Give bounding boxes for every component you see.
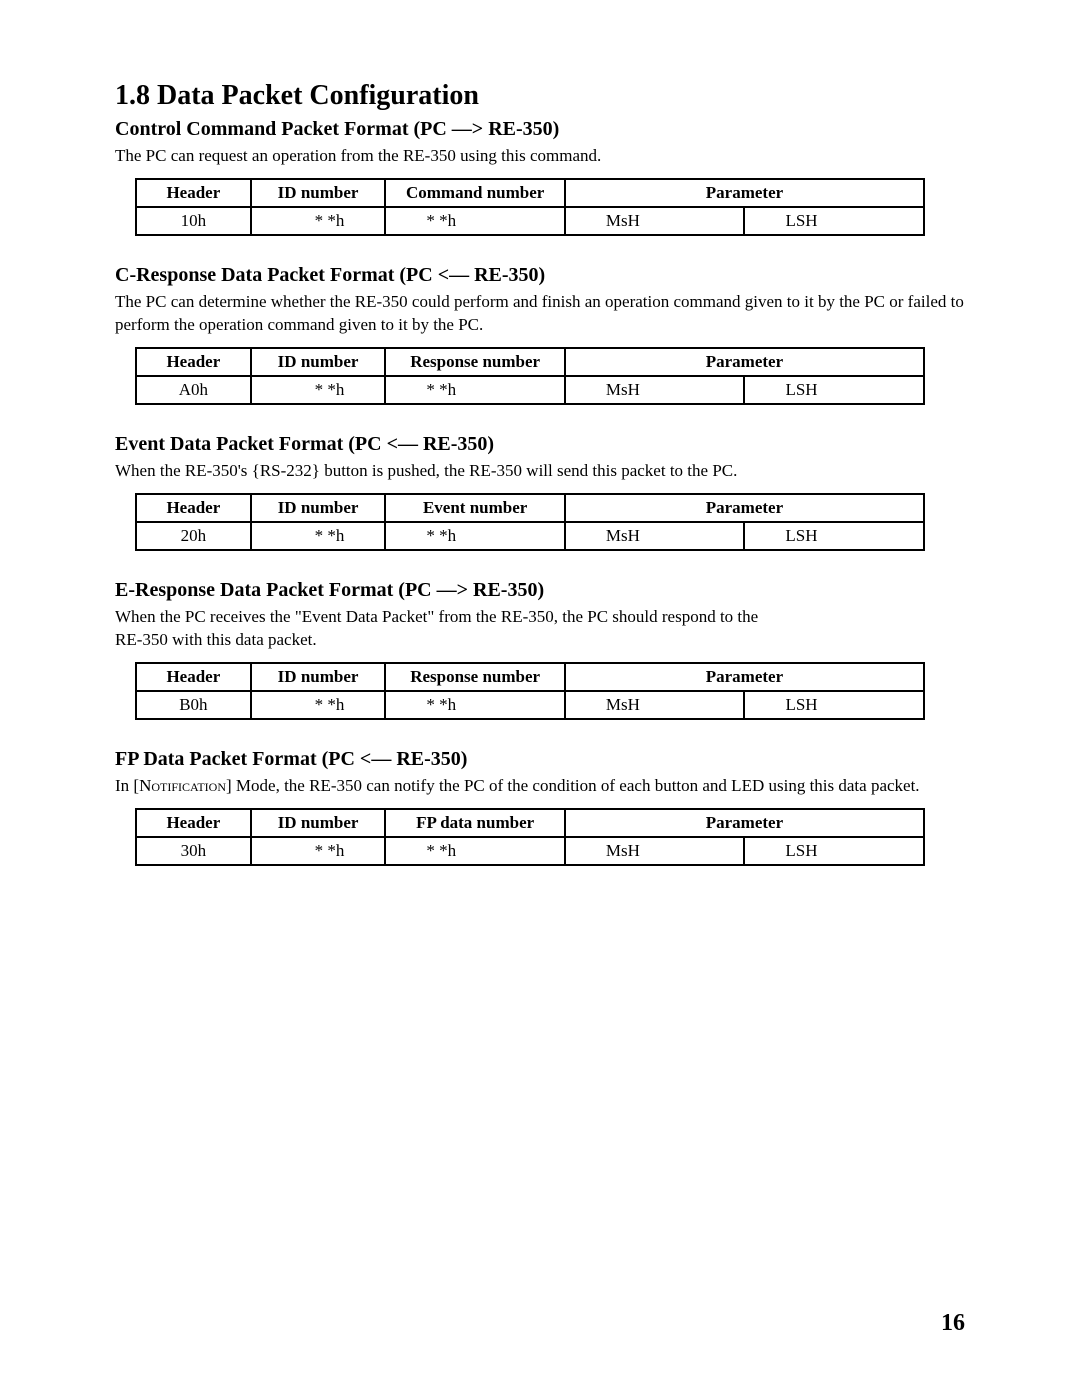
page-title: 1.8 Data Packet Configuration <box>115 80 965 112</box>
packet-table: Header ID number Event number Parameter … <box>135 493 925 551</box>
table-row: A0h * *h * *h MsH LSH <box>136 376 924 404</box>
td-id: * *h <box>251 837 386 865</box>
th-header: Header <box>136 809 251 837</box>
subsection-c-response: C-Response Data Packet Format (PC <— RE-… <box>115 264 965 405</box>
th-num: Response number <box>385 348 565 376</box>
th-id: ID number <box>251 179 386 207</box>
table-header-row: Header ID number FP data number Paramete… <box>136 809 924 837</box>
td-header: 10h <box>136 207 251 235</box>
th-id: ID number <box>251 494 386 522</box>
td-msh: MsH <box>565 837 745 865</box>
td-num: * *h <box>385 837 564 865</box>
subsection-title: E-Response Data Packet Format (PC —> RE-… <box>115 579 965 602</box>
subsection-event-data: Event Data Packet Format (PC <— RE-350) … <box>115 433 965 551</box>
packet-table: Header ID number Response number Paramet… <box>135 347 925 405</box>
subsection-control-command: Control Command Packet Format (PC —> RE-… <box>115 118 965 236</box>
td-lsh: LSH <box>744 522 924 550</box>
subsection-e-response: E-Response Data Packet Format (PC —> RE-… <box>115 579 965 720</box>
td-num: * *h <box>385 376 565 404</box>
table-header-row: Header ID number Command number Paramete… <box>136 179 924 207</box>
th-param: Parameter <box>565 348 924 376</box>
td-msh: MsH <box>565 207 745 235</box>
td-header: 30h <box>136 837 251 865</box>
th-id: ID number <box>251 348 386 376</box>
th-id: ID number <box>251 809 386 837</box>
th-num: Event number <box>385 494 564 522</box>
table-row: 10h * *h * *h MsH LSH <box>136 207 924 235</box>
table-row: B0h * *h * *h MsH LSH <box>136 691 924 719</box>
td-num: * *h <box>385 691 565 719</box>
td-lsh: LSH <box>744 207 924 235</box>
packet-table: Header ID number Command number Paramete… <box>135 178 925 236</box>
td-id: * *h <box>251 207 386 235</box>
table-header-row: Header ID number Response number Paramet… <box>136 348 924 376</box>
td-id: * *h <box>251 691 386 719</box>
table-row: 20h * *h * *h MsH LSH <box>136 522 924 550</box>
th-num: Response number <box>385 663 565 691</box>
td-id: * *h <box>251 522 386 550</box>
subsection-title: FP Data Packet Format (PC <— RE-350) <box>115 748 965 771</box>
th-param: Parameter <box>565 179 924 207</box>
td-lsh: LSH <box>744 376 924 404</box>
subsection-desc: When the RE-350's {RS-232} button is pus… <box>115 460 965 483</box>
subsection-desc: In [Notification] Mode, the RE-350 can n… <box>115 775 965 798</box>
subsection-fp-data: FP Data Packet Format (PC <— RE-350) In … <box>115 748 965 866</box>
packet-table: Header ID number FP data number Paramete… <box>135 808 925 866</box>
td-header: A0h <box>136 376 251 404</box>
th-header: Header <box>136 663 251 691</box>
th-num: FP data number <box>385 809 564 837</box>
th-header: Header <box>136 494 251 522</box>
th-header: Header <box>136 348 251 376</box>
th-param: Parameter <box>565 494 924 522</box>
subsection-desc: The PC can determine whether the RE-350 … <box>115 291 965 337</box>
td-msh: MsH <box>565 522 745 550</box>
page-number: 16 <box>941 1310 965 1337</box>
subsection-title: C-Response Data Packet Format (PC <— RE-… <box>115 264 965 287</box>
table-row: 30h * *h * *h MsH LSH <box>136 837 924 865</box>
subsection-desc: The PC can request an operation from the… <box>115 145 965 168</box>
table-header-row: Header ID number Response number Paramet… <box>136 663 924 691</box>
th-num: Command number <box>385 179 565 207</box>
td-num: * *h <box>385 522 564 550</box>
th-header: Header <box>136 179 251 207</box>
subsection-desc: When the PC receives the "Event Data Pac… <box>115 606 965 652</box>
td-msh: MsH <box>565 376 745 404</box>
td-lsh: LSH <box>744 837 924 865</box>
subsection-title: Event Data Packet Format (PC <— RE-350) <box>115 433 965 456</box>
packet-table: Header ID number Response number Paramet… <box>135 662 925 720</box>
td-header: B0h <box>136 691 251 719</box>
th-param: Parameter <box>565 809 924 837</box>
th-param: Parameter <box>565 663 924 691</box>
td-header: 20h <box>136 522 251 550</box>
td-lsh: LSH <box>744 691 924 719</box>
td-id: * *h <box>251 376 386 404</box>
td-msh: MsH <box>565 691 745 719</box>
th-id: ID number <box>251 663 386 691</box>
subsection-title: Control Command Packet Format (PC —> RE-… <box>115 118 965 141</box>
table-header-row: Header ID number Event number Parameter <box>136 494 924 522</box>
td-num: * *h <box>385 207 565 235</box>
